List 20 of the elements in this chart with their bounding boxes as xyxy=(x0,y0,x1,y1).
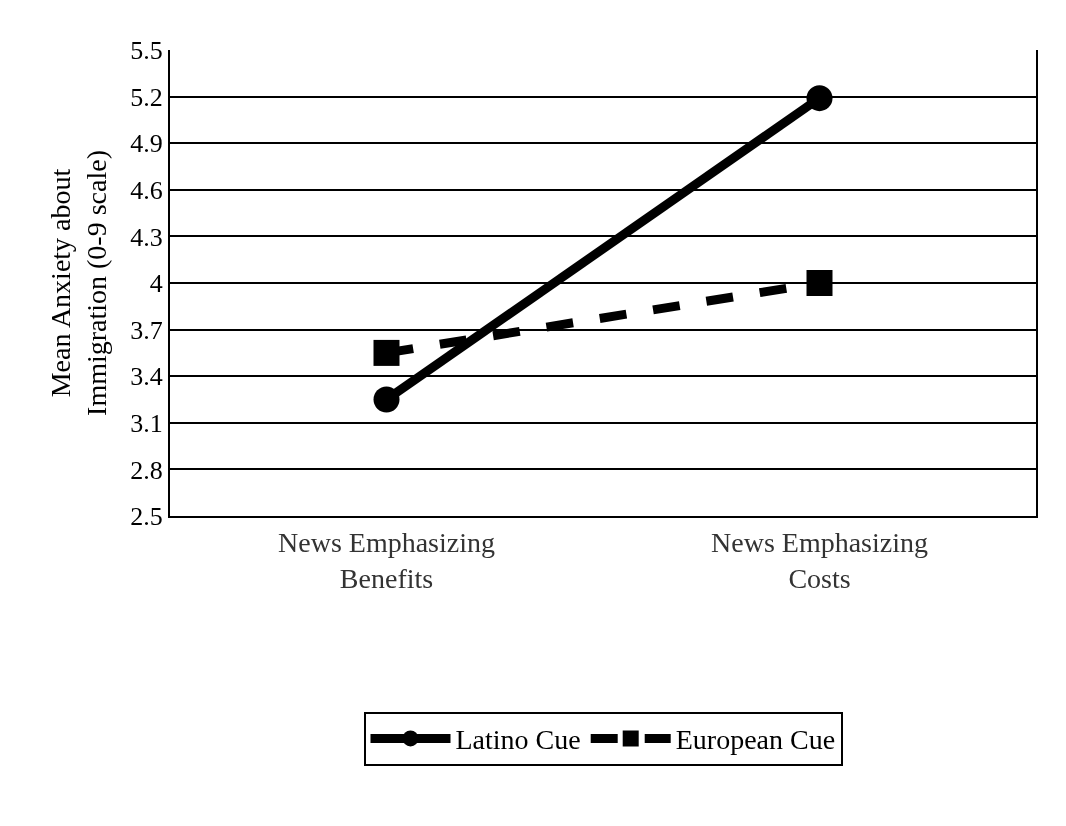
y-tick-label: 5.2 xyxy=(130,82,163,112)
x-tick-label: News Emphasizing Costs xyxy=(711,526,928,594)
y-tick-label: 4 xyxy=(149,269,163,299)
y-tick-label: 2.8 xyxy=(130,455,163,485)
y-tick-label: 3.4 xyxy=(130,362,163,392)
point xyxy=(373,339,400,366)
y-tick-label: 3.1 xyxy=(130,408,163,438)
y-tick-label: 3.7 xyxy=(130,315,163,345)
point xyxy=(806,85,833,112)
y-tick-label: 4.3 xyxy=(130,222,163,252)
y-tick-label: 5.5 xyxy=(130,36,163,66)
point xyxy=(373,386,400,413)
y-tick-label: 4.9 xyxy=(130,129,163,159)
x-tick-label: News Emphasizing Benefits xyxy=(278,526,495,594)
legend-label: Latino Cue xyxy=(455,724,581,756)
legend-label: European Cue xyxy=(675,724,836,756)
point xyxy=(806,270,833,296)
y-tick-label: 4.6 xyxy=(130,175,163,205)
y-tick-label: 2.5 xyxy=(130,502,163,532)
y-axis-title: Mean Anxiety about Immigration (0-9 scale) xyxy=(45,150,113,416)
